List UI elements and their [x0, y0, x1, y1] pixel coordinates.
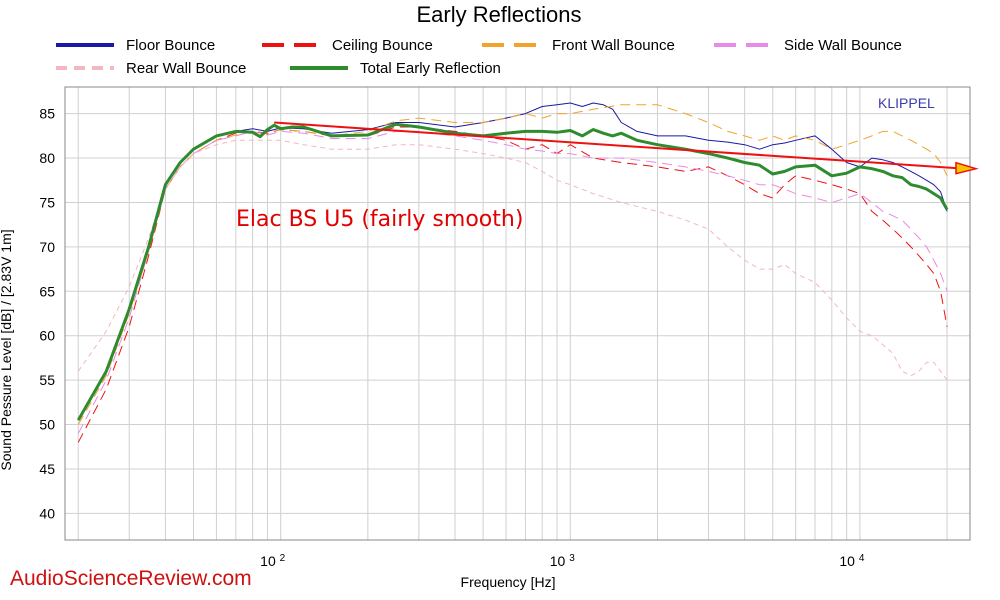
y-tick-label: 80 [39, 150, 55, 166]
series-line [77, 126, 948, 443]
y-axis-label: Sound Pessure Level [dB] / [2.83V 1m] [0, 229, 14, 470]
x-tick-label: 10 2 [260, 553, 285, 569]
chart-title: Early Reflections [416, 2, 581, 27]
y-tick-label: 85 [39, 106, 55, 122]
klippel-brand: KLIPPEL [878, 95, 935, 111]
trend-line [274, 121, 959, 170]
legend-label: Side Wall Bounce [784, 37, 902, 54]
y-tick-label: 70 [39, 239, 55, 255]
plot-area: 40 45 50 55 60 65 70 75 80 85 10 2 10 3 10 4 [39, 86, 979, 569]
y-tick-label: 40 [39, 505, 55, 521]
series-line [77, 130, 948, 434]
legend-label: Ceiling Bounce [332, 37, 433, 54]
y-tick-label: 55 [39, 372, 55, 388]
legend-label: Total Early Reflection [360, 60, 501, 77]
y-tick-label: 75 [39, 194, 55, 210]
y-tick-label: 45 [39, 461, 55, 477]
plot-frame [64, 86, 971, 541]
trend-arrowhead [955, 161, 979, 175]
series-lines [76, 102, 949, 443]
series-line [76, 122, 949, 421]
series-line [77, 102, 948, 421]
legend-label: Rear Wall Bounce [126, 60, 246, 77]
y-tick-label: 50 [39, 417, 55, 433]
legend-label: Floor Bounce [126, 37, 215, 54]
series-line [77, 139, 948, 381]
legend-label: Front Wall Bounce [552, 37, 675, 54]
x-tick-label: 10 3 [550, 553, 575, 569]
y-tick-label: 65 [39, 283, 55, 299]
series-line [77, 104, 948, 425]
x-axis-label: Frequency [Hz] [461, 574, 556, 590]
watermark: AudioScienceReview.com [10, 567, 252, 590]
grid [65, 87, 970, 540]
x-tick-label: 10 4 [839, 553, 864, 569]
y-tick-label: 60 [39, 328, 55, 344]
legend: Floor Bounce Ceiling Bounce Front Wall Bou… [56, 37, 902, 77]
annotation-text: Elac BS U5 (fairly smooth) [236, 207, 523, 232]
